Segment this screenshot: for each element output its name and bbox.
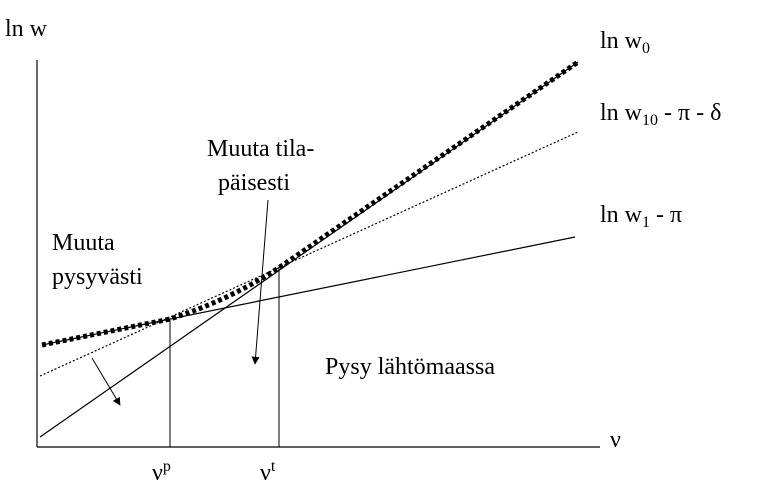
envelope (41, 59, 580, 348)
label-base: ν (152, 460, 163, 486)
region-label: pysyvästi (52, 264, 143, 290)
label-rest: - π (650, 202, 682, 228)
region-label: Pysy lähtömaassa (325, 354, 495, 380)
arrow (251, 199, 269, 365)
region-label: Muuta tila- (207, 136, 314, 162)
label-base: ln w (600, 100, 643, 126)
curve-w0 (39, 61, 579, 438)
threshold-label: νp (152, 458, 171, 486)
y-axis-label: ln w (5, 16, 48, 42)
curve-label: ln w0 (600, 28, 650, 57)
curve-w1 (41, 236, 576, 346)
label-sup: p (163, 458, 171, 475)
threshold-label: νt (260, 458, 276, 486)
region-label: päisesti (218, 170, 290, 196)
label-base: ln w (600, 202, 643, 228)
label-base: ln w (600, 28, 643, 54)
label-sub: 1 (642, 214, 650, 231)
curve-label: ln w1 - π (600, 202, 682, 231)
curve-w10 (39, 131, 579, 377)
region-label: Muuta (52, 230, 115, 256)
label-rest: - π - δ (658, 100, 721, 126)
label-base: ν (260, 460, 271, 486)
arrow (91, 357, 121, 406)
x-axis-label: ν (610, 427, 621, 453)
label-sub: 0 (642, 40, 650, 57)
label-sup: t (271, 458, 276, 475)
label-sub: 10 (642, 112, 658, 129)
curve-label: ln w10 - π - δ (600, 100, 721, 129)
